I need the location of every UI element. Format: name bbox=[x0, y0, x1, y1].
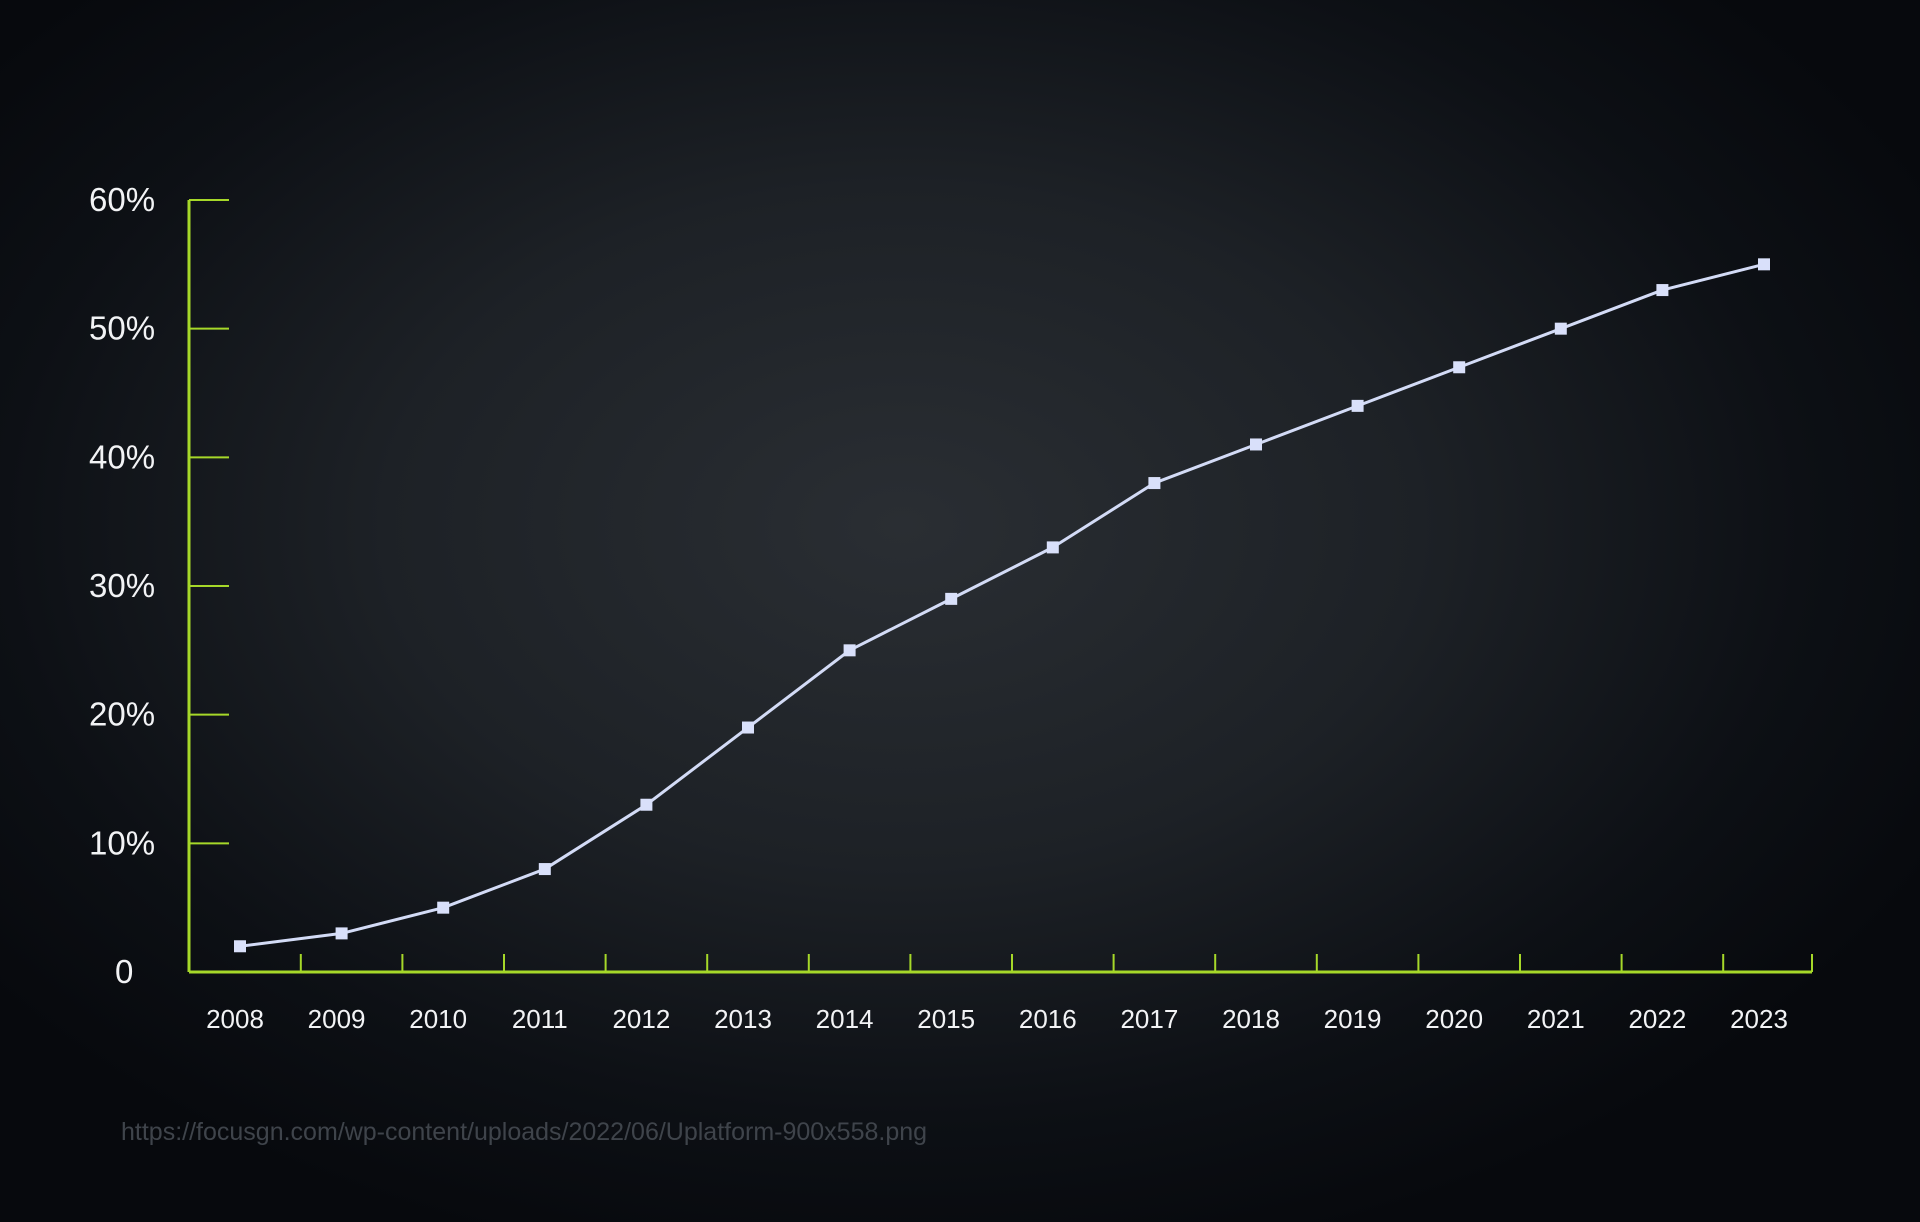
data-point bbox=[1554, 322, 1567, 335]
data-point bbox=[945, 592, 958, 605]
x-tick-label: 2012 bbox=[612, 1004, 670, 1034]
data-point bbox=[843, 644, 856, 657]
series-line bbox=[239, 262, 1765, 948]
y-tick-label: 40% bbox=[89, 438, 155, 475]
y-tick-label: 10% bbox=[89, 824, 155, 861]
data-point bbox=[1351, 399, 1364, 412]
data-point bbox=[1758, 258, 1770, 271]
x-tick-label: 2020 bbox=[1425, 1004, 1483, 1034]
x-tick-label: 2015 bbox=[917, 1004, 975, 1034]
data-point bbox=[538, 863, 551, 876]
data-point bbox=[1148, 477, 1161, 490]
y-tick-label: 50% bbox=[89, 310, 155, 347]
x-tick-label: 2019 bbox=[1324, 1004, 1382, 1034]
data-point bbox=[1453, 361, 1466, 374]
source-url: https://focusgn.com/wp-content/uploads/2… bbox=[121, 1118, 928, 1146]
data-point bbox=[1250, 438, 1262, 451]
data-point bbox=[437, 901, 450, 914]
data-point bbox=[234, 940, 246, 953]
data-point bbox=[1656, 284, 1669, 297]
x-tick-label: 2008 bbox=[206, 1004, 264, 1034]
x-tick-label: 2010 bbox=[409, 1004, 467, 1034]
x-tick-label: 2009 bbox=[308, 1004, 366, 1034]
data-point bbox=[335, 927, 348, 940]
x-tick-label: 2013 bbox=[714, 1004, 772, 1034]
x-tick-label: 2022 bbox=[1628, 1004, 1686, 1034]
data-point bbox=[742, 721, 754, 734]
y-tick-label: 0 bbox=[115, 953, 133, 990]
x-tick-label: 2023 bbox=[1730, 1004, 1788, 1034]
x-tick-label: 2014 bbox=[816, 1004, 874, 1034]
y-tick-label: 60% bbox=[89, 181, 155, 218]
x-tick-label: 2021 bbox=[1527, 1004, 1585, 1034]
data-point bbox=[640, 798, 653, 811]
x-tick-label: 2016 bbox=[1019, 1004, 1077, 1034]
x-tick-label: 2018 bbox=[1222, 1004, 1280, 1034]
y-tick-label: 30% bbox=[89, 567, 155, 604]
x-tick-label: 2017 bbox=[1120, 1004, 1178, 1034]
data-point bbox=[1046, 541, 1059, 554]
y-tick-label: 20% bbox=[89, 696, 155, 733]
x-tick-label: 2011 bbox=[512, 1004, 568, 1034]
